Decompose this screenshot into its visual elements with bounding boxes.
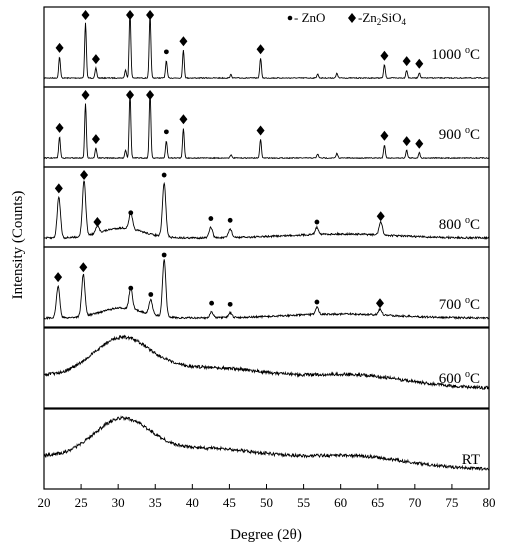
- panel-frame: [43, 166, 490, 248]
- zn2sio4-peak-marker: [146, 10, 155, 20]
- x-tick-label: 60: [334, 495, 347, 510]
- panel-3: 800 oC: [43, 166, 490, 248]
- x-axis: 20 25 30 35 40 45 50 55 60 65 70 75 80: [38, 484, 496, 510]
- series-label: 800 oC: [439, 215, 480, 233]
- zn2sio4-peak-marker: [376, 211, 385, 222]
- zno-peak-marker: [148, 292, 154, 297]
- zn2sio4-peak-marker: [126, 10, 135, 20]
- zn2sio4-peak-marker: [80, 170, 89, 180]
- x-tick-label: 55: [297, 495, 310, 510]
- zno-peak-marker: [163, 49, 169, 55]
- zn2sio4-peak-marker: [402, 136, 411, 147]
- legend-zn2sio4-marker: [348, 13, 356, 23]
- zno-peak-marker: [314, 299, 320, 305]
- zno-peak-marker: [208, 216, 214, 221]
- zn2sio4-peak-marker: [380, 130, 389, 141]
- y-axis-label: Intensity (Counts): [10, 191, 26, 300]
- zno-peak-marker: [128, 285, 134, 291]
- series-line: [43, 11, 490, 80]
- series-label: 1000 oC: [431, 45, 480, 63]
- x-tick-label: 35: [149, 495, 162, 510]
- legend-zno-marker: [287, 15, 293, 21]
- zno-peak-marker: [161, 252, 167, 258]
- panel-6: RT: [43, 408, 490, 490]
- x-tick-label: 65: [371, 495, 384, 510]
- zno-peak-marker: [314, 219, 320, 225]
- zno-peak-marker: [128, 210, 134, 216]
- series-line: [43, 259, 490, 321]
- legend-zn2sio4-label: -Zn2SiO4: [358, 10, 407, 27]
- panel-2: 900 oC: [43, 86, 490, 168]
- series-label: 700 oC: [439, 295, 480, 313]
- zn2sio4-peak-marker: [91, 54, 100, 65]
- zn2sio4-peak-marker: [54, 183, 63, 194]
- x-tick-label: 70: [408, 495, 421, 510]
- panel-frame: [43, 246, 490, 328]
- zn2sio4-peak-marker: [81, 90, 90, 100]
- zn2sio4-peak-marker: [55, 42, 64, 53]
- x-tick-label: 45: [223, 495, 236, 510]
- series-line: [44, 415, 490, 472]
- zn2sio4-peak-marker: [81, 10, 90, 20]
- zno-peak-marker: [163, 129, 169, 135]
- series-line: [43, 334, 490, 390]
- x-tick-label: 20: [38, 495, 51, 510]
- zno-peak-marker: [209, 300, 215, 306]
- panel-frame: [43, 327, 490, 409]
- zno-peak-marker: [161, 172, 167, 178]
- x-axis-label: Degree (2θ): [230, 527, 302, 543]
- panel-frame: [43, 6, 490, 88]
- legend-zno-label: - ZnO: [294, 10, 325, 25]
- panel-1: 1000 oC: [43, 6, 490, 88]
- zn2sio4-peak-marker: [146, 90, 155, 100]
- x-tick-label: 50: [260, 495, 273, 510]
- series-line: [43, 179, 490, 241]
- x-tick-label: 75: [445, 495, 458, 510]
- zn2sio4-peak-marker: [93, 217, 102, 228]
- zn2sio4-peak-marker: [256, 44, 265, 55]
- zn2sio4-peak-marker: [179, 36, 188, 47]
- zn2sio4-peak-marker: [79, 262, 88, 273]
- panel-frame: [43, 86, 490, 168]
- zn2sio4-peak-marker: [380, 50, 389, 61]
- series-line: [43, 93, 490, 160]
- zn2sio4-peak-marker: [91, 134, 100, 145]
- x-tick-label: 25: [75, 495, 88, 510]
- zn2sio4-peak-marker: [55, 122, 64, 133]
- zn2sio4-peak-marker: [54, 272, 63, 283]
- x-tick-label: 40: [186, 495, 199, 510]
- zn2sio4-peak-marker: [126, 90, 135, 100]
- x-tick-label: 80: [483, 495, 496, 510]
- zno-peak-marker: [227, 217, 233, 223]
- legend: - ZnO -Zn2SiO4: [287, 10, 407, 27]
- zn2sio4-peak-marker: [415, 58, 424, 69]
- zno-peak-marker: [227, 301, 233, 307]
- zn2sio4-peak-marker: [375, 298, 384, 309]
- zn2sio4-peak-marker: [415, 138, 424, 149]
- panels: 1000 oC 900 oC 800 oC 700 oC 600 oC RT: [43, 6, 490, 490]
- series-label: RT: [462, 452, 480, 468]
- x-tick-label: 30: [112, 495, 125, 510]
- series-label: 900 oC: [439, 125, 480, 143]
- zn2sio4-peak-marker: [179, 114, 188, 125]
- zn2sio4-peak-marker: [402, 56, 411, 67]
- panel-5: 600 oC: [43, 327, 490, 409]
- panel-4: 700 oC: [43, 246, 490, 328]
- series-label: 600 oC: [439, 369, 480, 387]
- zn2sio4-peak-marker: [256, 125, 265, 136]
